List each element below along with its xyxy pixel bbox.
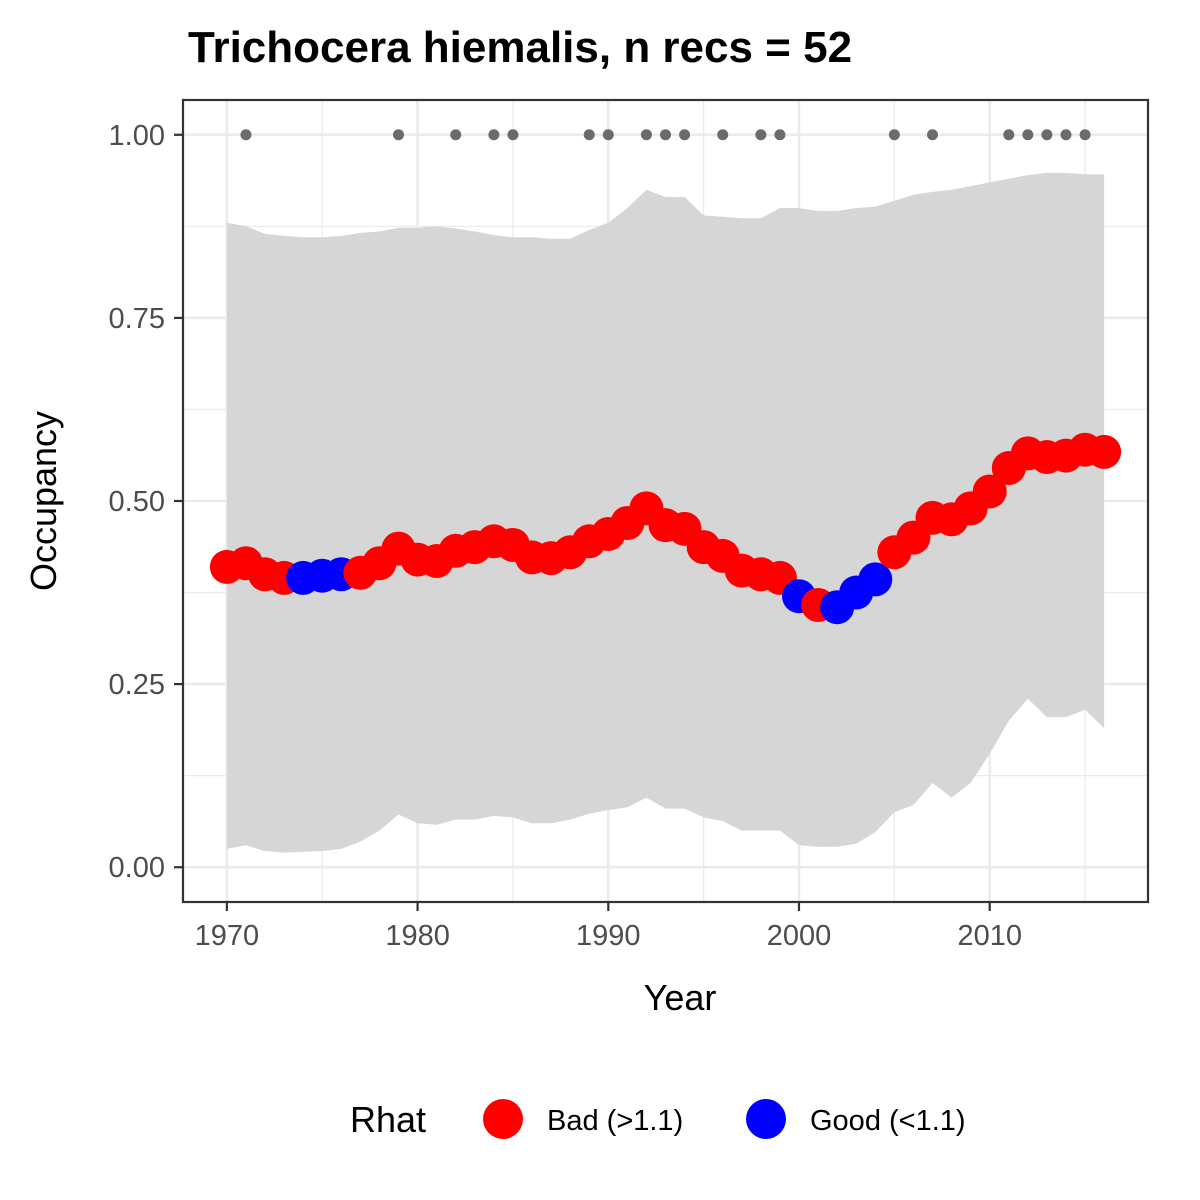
x-tick-label: 2010 xyxy=(957,920,1022,952)
x-tick-label: 2000 xyxy=(767,920,832,952)
record-point xyxy=(660,129,671,141)
legend-label-good: Good (<1.1) xyxy=(810,1105,966,1137)
y-tick-label: 0.25 xyxy=(109,669,165,701)
record-point xyxy=(488,129,500,141)
record-point xyxy=(240,129,252,141)
record-point xyxy=(602,129,614,141)
y-axis-title: Occupancy xyxy=(23,411,64,591)
x-tick-label: 1970 xyxy=(195,920,260,952)
legend-title: Rhat xyxy=(350,1099,426,1140)
y-tick-label: 0.50 xyxy=(109,486,165,518)
x-axis-title: Year xyxy=(644,977,717,1018)
record-point xyxy=(888,129,900,141)
record-point xyxy=(1003,129,1015,141)
legend-key-bad xyxy=(483,1099,523,1139)
record-point xyxy=(717,129,729,141)
record-point xyxy=(450,129,462,141)
record-point xyxy=(1060,129,1072,141)
record-point xyxy=(755,129,767,141)
occupancy-points xyxy=(209,432,1122,625)
occupancy-point-bad xyxy=(1087,434,1122,469)
y-tick-label: 0.00 xyxy=(109,852,165,884)
record-point xyxy=(640,129,652,141)
y-tick-label: 1.00 xyxy=(109,120,165,152)
record-point xyxy=(1041,129,1053,141)
plot-panel xyxy=(181,98,1150,904)
legend-key-good xyxy=(746,1099,786,1139)
record-points xyxy=(240,129,1091,141)
x-tick-label: 1990 xyxy=(576,920,641,952)
record-point xyxy=(393,129,405,141)
record-point xyxy=(926,129,938,141)
record-point xyxy=(583,129,595,141)
record-point xyxy=(774,129,786,141)
record-point xyxy=(679,129,691,141)
chart-title: Trichocera hiemalis, n recs = 52 xyxy=(188,23,852,72)
x-axis: 1970 1980 1990 2000 2010 xyxy=(195,902,1022,952)
y-tick-label: 0.75 xyxy=(109,303,165,335)
occupancy-point-bad xyxy=(972,474,1007,509)
record-point xyxy=(1079,129,1091,141)
legend-label-bad: Bad (>1.1) xyxy=(547,1105,683,1137)
record-point xyxy=(507,129,519,141)
occupancy-point-good xyxy=(858,562,893,597)
y-axis: 0.00 0.25 0.50 0.75 1.00 xyxy=(109,120,183,884)
record-point xyxy=(1022,129,1034,141)
x-tick-label: 1980 xyxy=(385,920,450,952)
legend: Rhat Bad (>1.1) Good (<1.1) xyxy=(350,1099,966,1140)
